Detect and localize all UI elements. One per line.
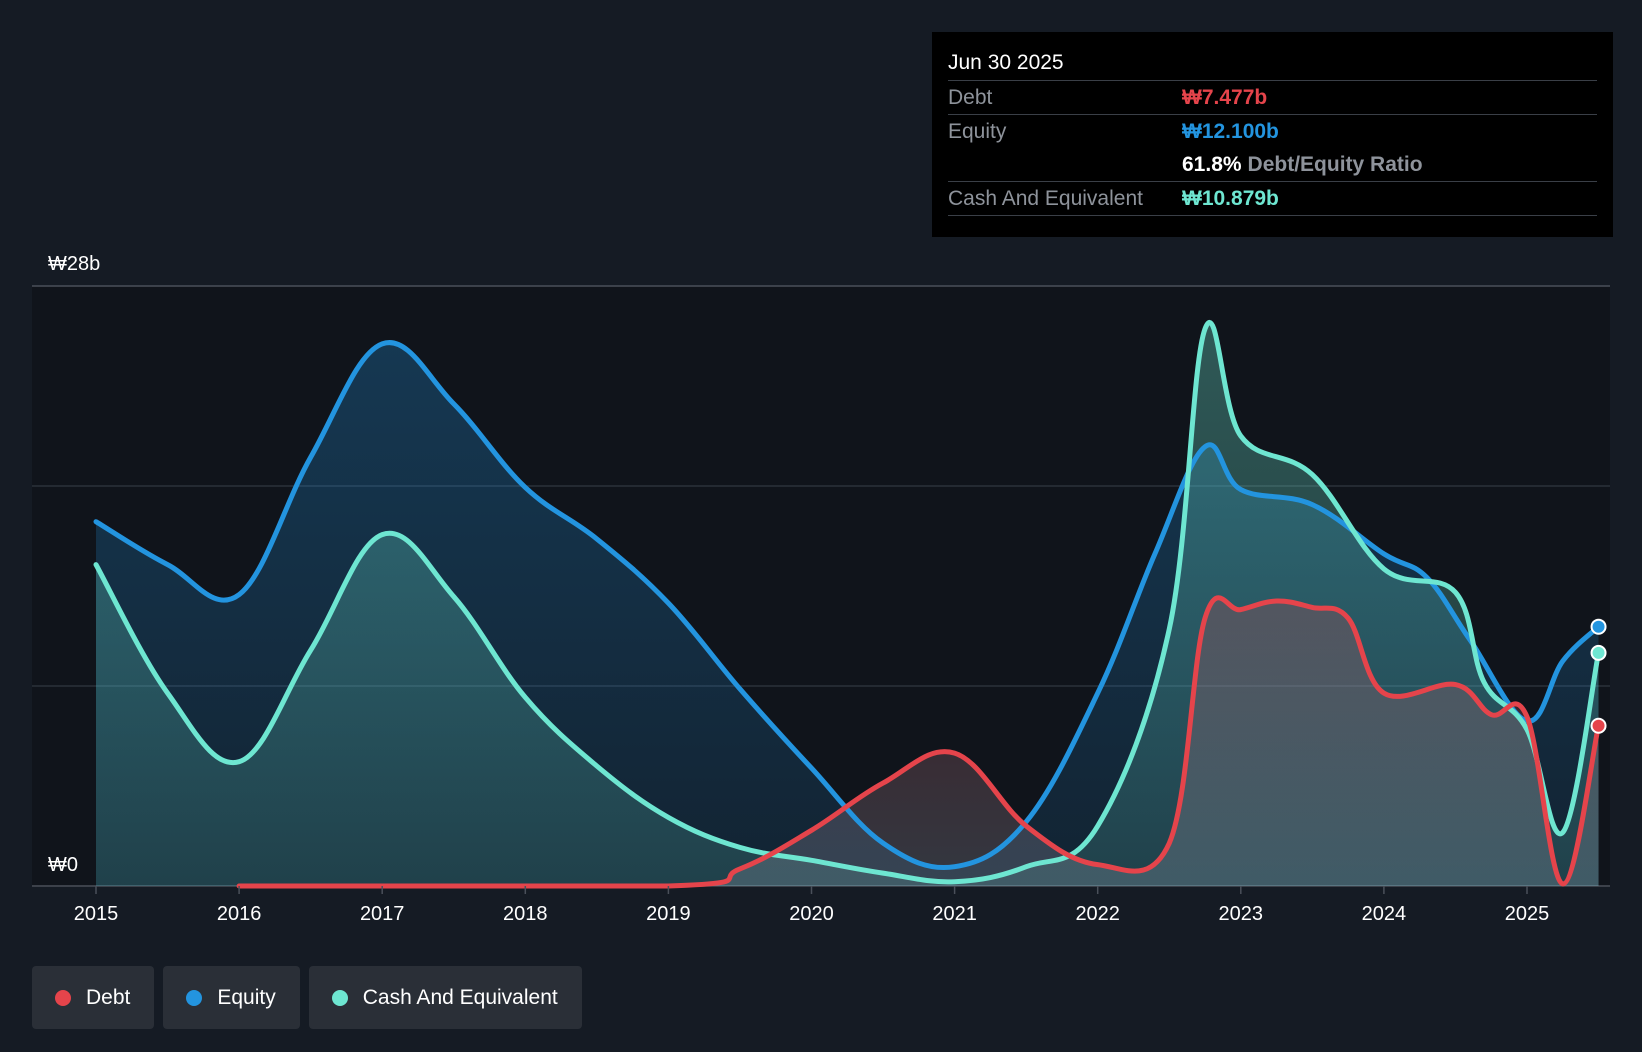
debt-area — [239, 597, 1599, 886]
legend-dot-cash-icon — [331, 989, 348, 1006]
x-tick-label: 2018 — [503, 903, 548, 925]
x-tick-label: 2020 — [789, 903, 834, 925]
x-tick-label: 2021 — [932, 903, 977, 925]
x-tick-label: 2024 — [1362, 903, 1407, 925]
x-tick-label: 2025 — [1505, 903, 1550, 925]
tooltip-ratio-row: 61.8% Debt/Equity Ratio — [948, 148, 1597, 182]
debt-end-marker[interactable] — [1590, 717, 1607, 734]
debt-line — [236, 595, 1601, 889]
tooltip-debt-value: ₩7.477b — [1182, 86, 1268, 109]
tooltip-equity-label: Equity — [948, 120, 1007, 143]
x-tick-label: 2015 — [74, 903, 119, 925]
legend-dot-equity-icon — [186, 989, 203, 1006]
legend-dot-debt-icon — [55, 989, 71, 1006]
tooltip-equity-value: ₩12.100b — [1182, 120, 1279, 143]
tooltip-panel: Jun 30 2025 Debt ₩7.477b Equity ₩12.100b… — [932, 32, 1613, 237]
tooltip-cash-label: Cash And Equivalent — [948, 187, 1143, 210]
tooltip-cash-row: Cash And Equivalent ₩10.879b — [948, 182, 1597, 216]
tooltip-debt-label: Debt — [948, 86, 993, 109]
legend-item-debt[interactable]: Debt — [32, 966, 155, 1029]
legend-label-equity: Equity — [217, 985, 276, 1009]
legend-item-cash[interactable]: Cash And Equivalent — [308, 966, 582, 1029]
tooltip-cash-value: ₩10.879b — [1182, 187, 1279, 210]
tooltip-ratio-value: 61.8% — [1182, 153, 1242, 176]
equity-line — [93, 340, 1601, 871]
cash-line — [93, 320, 1601, 885]
y-axis-max-label: ₩28b — [48, 253, 100, 275]
x-tick-label: 2016 — [217, 903, 262, 925]
chart-legend: Debt Equity Cash And Equivalent — [32, 966, 591, 1029]
y-axis-min-label: ₩0 — [48, 854, 78, 876]
legend-label-debt: Debt — [86, 985, 131, 1009]
legend-item-equity[interactable]: Equity — [163, 966, 300, 1029]
x-tick-label: 2023 — [1219, 903, 1264, 925]
x-tick-label: 2017 — [360, 903, 405, 925]
cash-end-marker[interactable] — [1590, 644, 1607, 661]
tooltip-equity-row: Equity ₩12.100b — [948, 115, 1597, 148]
x-tick-label: 2019 — [646, 903, 691, 925]
tooltip-date: Jun 30 2025 — [948, 46, 1597, 81]
legend-label-cash: Cash And Equivalent — [362, 985, 558, 1009]
equity-end-marker[interactable] — [1590, 618, 1607, 635]
tooltip-debt-row: Debt ₩7.477b — [948, 81, 1597, 115]
x-tick-label: 2022 — [1075, 903, 1120, 925]
tooltip-ratio-label: Debt/Equity Ratio — [1247, 153, 1423, 176]
